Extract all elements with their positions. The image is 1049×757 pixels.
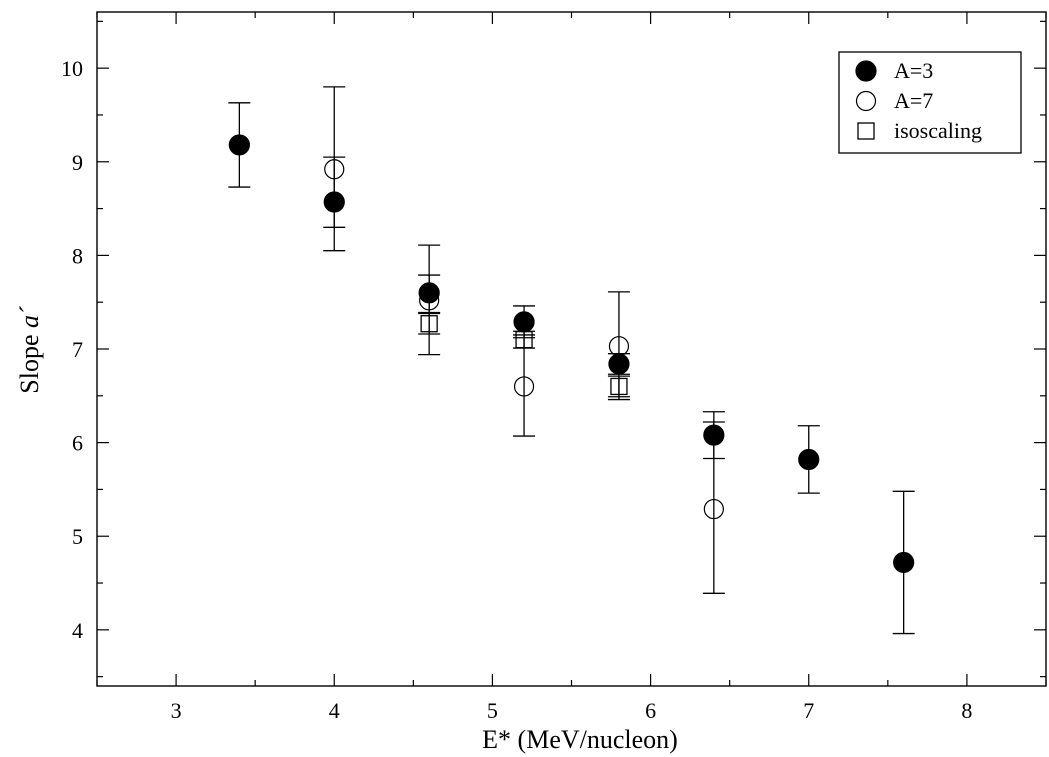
- legend-marker-open-square: [857, 122, 875, 140]
- y-tick-label: 8: [72, 243, 83, 268]
- data-point-filled-circle: [798, 448, 820, 471]
- x-tick-label: 3: [171, 698, 182, 723]
- error-bars: [228, 86, 915, 635]
- y-axis-title: Slope a´: [15, 305, 44, 394]
- legend: A=3 A=7 isoscaling: [838, 51, 1022, 154]
- data-point-open-square: [610, 377, 628, 396]
- data-point-filled-circle: [608, 353, 630, 375]
- tick-marks: 3 4 5 6 7 8 4 5 6 7 8 9 10: [61, 12, 1047, 723]
- data-point-filled-circle: [703, 424, 725, 446]
- x-tick-label: 8: [961, 698, 972, 723]
- y-axis-title-main: Slope: [15, 328, 44, 394]
- legend-label: A=3: [894, 58, 933, 83]
- x-tick-label: 4: [329, 698, 340, 723]
- legend-label: isoscaling: [894, 118, 982, 143]
- x-tick-label: 5: [487, 698, 498, 723]
- y-axis-title-italic: a´: [15, 305, 44, 328]
- data-point-filled-circle: [418, 282, 440, 304]
- legend-label: A=7: [894, 88, 933, 113]
- data-point-open-circle: [324, 159, 345, 180]
- y-tick-label: 7: [72, 337, 83, 362]
- data-point-filled-circle: [323, 191, 345, 213]
- y-tick-label: 9: [72, 150, 83, 175]
- data-point-filled-circle: [513, 311, 535, 333]
- data-point-open-circle: [703, 498, 724, 520]
- legend-marker-filled-circle: [855, 60, 877, 82]
- x-axis-title: E* (MeV/nucleon): [482, 725, 678, 754]
- x-tick-label: 7: [803, 698, 814, 723]
- y-tick-label: 10: [61, 56, 83, 81]
- y-tick-label: 4: [72, 618, 83, 643]
- y-tick-label: 5: [72, 524, 83, 549]
- data-point-filled-circle: [893, 551, 915, 574]
- x-tick-label: 6: [645, 698, 656, 723]
- legend-marker-open-circle: [855, 90, 877, 112]
- data-point-open-circle: [513, 376, 535, 397]
- data-point-filled-circle: [228, 134, 250, 156]
- data-point-open-square: [420, 315, 438, 333]
- data-markers: [228, 134, 915, 574]
- y-tick-label: 6: [72, 431, 83, 456]
